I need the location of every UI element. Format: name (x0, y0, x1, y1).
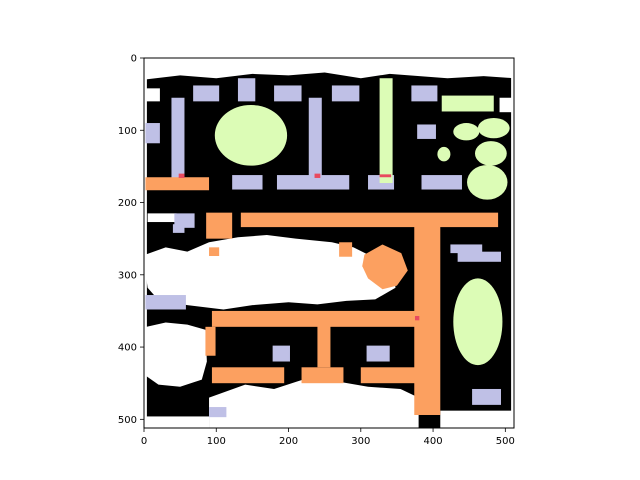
plot-area (143, 57, 515, 429)
region-red-55 (178, 173, 185, 178)
region-light-green-38 (474, 141, 507, 166)
region-lavender-32 (209, 407, 227, 418)
region-light-green-34 (379, 78, 393, 184)
region-white-5 (209, 379, 419, 428)
region-white-2 (511, 58, 514, 428)
region-lavender-13 (274, 85, 302, 102)
region-red-56 (314, 173, 321, 178)
region-lavender-31 (472, 388, 501, 405)
region-lavender-23 (421, 175, 462, 190)
region-lavender-19 (417, 124, 436, 139)
region-lavender-18 (145, 123, 160, 144)
region-orange-53 (362, 244, 408, 290)
y-axis: 0 100 200 300 400 500 (118, 54, 144, 426)
region-white-3 (145, 235, 396, 310)
region-light-green-36 (453, 123, 480, 141)
region-red-58 (414, 315, 420, 321)
region-orange-51 (205, 326, 216, 356)
y-tick-label: 200 (118, 198, 137, 209)
region-orange-47 (317, 322, 331, 368)
region-orange-49 (301, 367, 344, 384)
region-white-6 (144, 416, 210, 428)
region-orange-43 (240, 212, 499, 228)
region-lavender-15 (411, 85, 438, 102)
region-light-green-41 (453, 278, 503, 366)
region-white-9 (145, 88, 160, 102)
region-lavender-21 (276, 175, 350, 190)
region-lavender-12 (237, 78, 256, 102)
region-white-7 (440, 410, 514, 428)
y-tick-label: 300 (118, 270, 137, 281)
region-lavender-27 (457, 251, 501, 262)
region-light-green-37 (477, 117, 510, 139)
region-white-8 (147, 213, 177, 223)
region-orange-46 (211, 310, 416, 327)
x-tick-label: 0 (141, 436, 147, 447)
region-light-green-40 (467, 164, 508, 200)
y-tick-label: 400 (118, 343, 137, 354)
x-tick-label: 100 (207, 436, 226, 447)
region-orange-48 (211, 367, 285, 384)
region-lavender-11 (193, 85, 220, 102)
region-lavender-20 (232, 175, 263, 190)
region-lavender-17 (308, 97, 322, 184)
region-white-10 (499, 97, 514, 113)
image-regions (144, 58, 514, 428)
region-light-green-35 (441, 95, 494, 112)
region-lavender-14 (331, 85, 360, 102)
region-lavender-29 (272, 345, 290, 362)
region-lavender-16 (171, 97, 185, 184)
region-red-57 (379, 174, 392, 178)
x-axis: 0 100 200 300 400 500 (141, 428, 515, 447)
region-orange-44 (206, 212, 233, 239)
region-white-1 (144, 58, 147, 428)
x-tick-label: 300 (351, 436, 370, 447)
region-white-4 (146, 322, 207, 387)
region-lavender-28 (145, 295, 186, 310)
region-light-green-39 (437, 146, 451, 162)
region-white-0 (144, 58, 514, 80)
axes-frame (143, 57, 515, 429)
region-lavender-26 (450, 244, 483, 254)
y-tick-label: 0 (131, 54, 137, 65)
region-orange-42 (145, 177, 210, 191)
x-tick-label: 500 (496, 436, 515, 447)
region-light-green-33 (214, 104, 288, 166)
region-orange-50 (360, 367, 419, 384)
region-orange-54 (209, 247, 220, 257)
region-orange-52 (339, 242, 353, 257)
region-lavender-30 (366, 345, 390, 362)
y-tick-label: 100 (118, 126, 137, 137)
x-tick-label: 200 (279, 436, 298, 447)
y-tick-label: 500 (118, 415, 137, 426)
region-lavender-25 (172, 224, 185, 233)
x-tick-label: 400 (424, 436, 443, 447)
